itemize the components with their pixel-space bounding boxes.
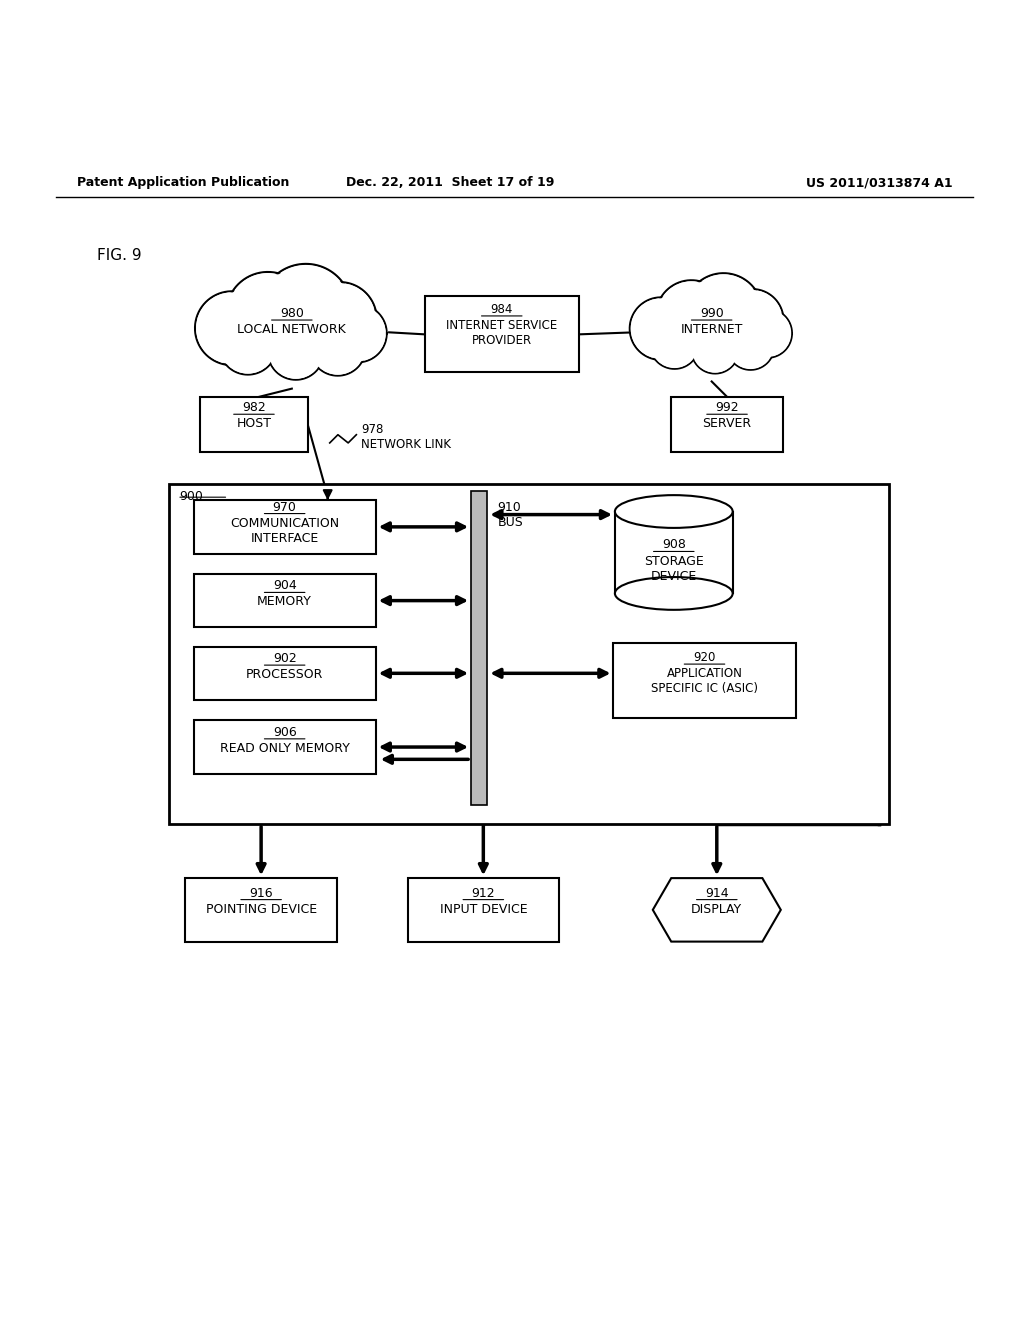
FancyBboxPatch shape <box>194 647 376 700</box>
FancyBboxPatch shape <box>185 878 337 941</box>
Circle shape <box>656 280 727 351</box>
Circle shape <box>303 282 377 356</box>
Text: INTERNET SERVICE
PROVIDER: INTERNET SERVICE PROVIDER <box>446 319 557 347</box>
FancyBboxPatch shape <box>169 484 889 824</box>
Text: US 2011/0313874 A1: US 2011/0313874 A1 <box>806 177 952 189</box>
Text: 984: 984 <box>490 302 513 315</box>
Circle shape <box>304 284 376 355</box>
Circle shape <box>197 293 267 364</box>
Circle shape <box>685 273 762 351</box>
Text: PROCESSOR: PROCESSOR <box>246 668 324 681</box>
Circle shape <box>310 319 366 376</box>
Text: POINTING DEVICE: POINTING DEVICE <box>206 903 316 916</box>
Circle shape <box>657 281 726 350</box>
Text: 906: 906 <box>272 726 297 739</box>
Ellipse shape <box>614 577 733 610</box>
Ellipse shape <box>614 495 733 528</box>
Circle shape <box>743 309 792 358</box>
Polygon shape <box>653 878 780 941</box>
Text: APPLICATION
SPECIFIC IC (ASIC): APPLICATION SPECIFIC IC (ASIC) <box>651 667 758 696</box>
Circle shape <box>650 321 698 368</box>
Text: Patent Application Publication: Patent Application Publication <box>77 177 289 189</box>
Text: DISPLAY: DISPLAY <box>691 903 742 916</box>
Circle shape <box>227 273 308 355</box>
Circle shape <box>261 265 350 354</box>
Text: 908: 908 <box>662 539 686 552</box>
Circle shape <box>268 323 324 380</box>
Text: READ ONLY MEMORY: READ ONLY MEMORY <box>220 742 349 755</box>
Text: 910
BUS: 910 BUS <box>498 502 523 529</box>
Circle shape <box>691 326 738 374</box>
Text: 992: 992 <box>715 401 739 414</box>
FancyBboxPatch shape <box>471 491 487 805</box>
Text: COMMUNICATION
INTERFACE: COMMUNICATION INTERFACE <box>230 516 339 545</box>
Text: 990: 990 <box>699 308 724 319</box>
Text: INPUT DEVICE: INPUT DEVICE <box>439 903 527 916</box>
FancyBboxPatch shape <box>408 878 559 941</box>
Text: 900: 900 <box>179 490 203 503</box>
FancyBboxPatch shape <box>425 297 579 372</box>
Circle shape <box>226 272 310 356</box>
Text: STORAGE
DEVICE: STORAGE DEVICE <box>644 554 703 582</box>
Text: 978
NETWORK LINK: 978 NETWORK LINK <box>361 422 452 450</box>
FancyBboxPatch shape <box>613 643 796 718</box>
Circle shape <box>650 319 699 368</box>
FancyBboxPatch shape <box>614 512 733 594</box>
Text: INTERNET: INTERNET <box>681 323 742 337</box>
Text: LOCAL NETWORK: LOCAL NETWORK <box>238 323 346 337</box>
Text: HOST: HOST <box>237 417 271 430</box>
FancyBboxPatch shape <box>194 500 376 553</box>
Circle shape <box>220 318 276 374</box>
Text: 914: 914 <box>705 887 729 900</box>
Text: 970: 970 <box>272 500 297 513</box>
Text: 982: 982 <box>242 401 266 414</box>
Circle shape <box>721 289 783 351</box>
Circle shape <box>268 325 323 379</box>
Circle shape <box>722 290 782 351</box>
Text: MEMORY: MEMORY <box>257 595 312 609</box>
Circle shape <box>728 323 773 370</box>
Text: FIG. 9: FIG. 9 <box>97 248 142 263</box>
Circle shape <box>330 305 386 362</box>
FancyBboxPatch shape <box>194 721 376 774</box>
Text: 902: 902 <box>272 652 297 665</box>
Circle shape <box>260 264 352 355</box>
Text: 904: 904 <box>272 579 297 593</box>
Text: 916: 916 <box>249 887 273 900</box>
Circle shape <box>727 322 774 370</box>
Circle shape <box>743 309 792 356</box>
Circle shape <box>692 327 738 372</box>
Circle shape <box>329 305 387 362</box>
Circle shape <box>219 317 276 375</box>
Text: 980: 980 <box>280 308 304 319</box>
Circle shape <box>630 297 692 360</box>
FancyBboxPatch shape <box>201 397 307 453</box>
Text: 912: 912 <box>471 887 496 900</box>
Circle shape <box>631 298 691 359</box>
Text: 920: 920 <box>693 651 716 664</box>
FancyBboxPatch shape <box>194 574 376 627</box>
Circle shape <box>310 321 365 375</box>
Circle shape <box>686 275 761 350</box>
Text: SERVER: SERVER <box>702 417 752 430</box>
FancyBboxPatch shape <box>671 397 783 453</box>
Circle shape <box>195 292 269 366</box>
Text: Dec. 22, 2011  Sheet 17 of 19: Dec. 22, 2011 Sheet 17 of 19 <box>346 177 555 189</box>
